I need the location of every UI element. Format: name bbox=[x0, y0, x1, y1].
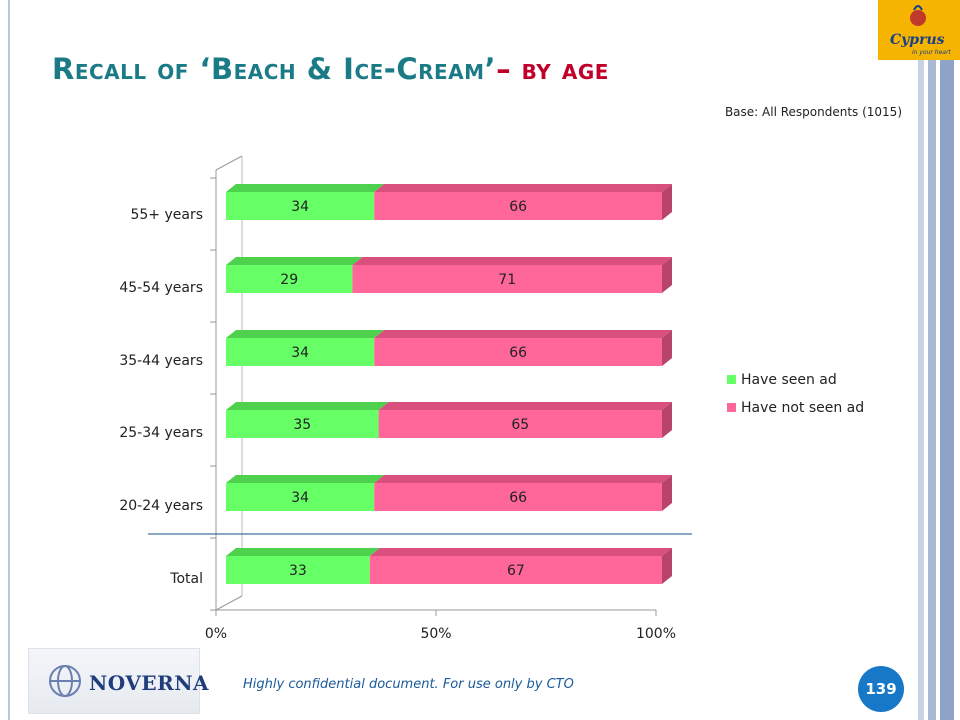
x-tick-label: 50% bbox=[420, 626, 451, 642]
cyprus-logo: Cyprus in your heart bbox=[878, 0, 960, 60]
bar-seen-top-face bbox=[226, 402, 389, 410]
data-label-seen: 35 bbox=[293, 417, 311, 433]
globe-icon bbox=[49, 665, 81, 697]
bar-side-face bbox=[662, 184, 672, 220]
bar-seen bbox=[226, 483, 375, 511]
bar-not-seen-top-face bbox=[374, 184, 672, 192]
bar-seen bbox=[226, 556, 370, 584]
bar-side-face bbox=[662, 548, 672, 584]
bar-seen bbox=[226, 338, 375, 366]
category-label: 20-24 years bbox=[119, 498, 203, 514]
noverna-logo-text: NOVERNA bbox=[89, 671, 210, 695]
footer-note: Highly confidential document. For use on… bbox=[243, 677, 574, 692]
bar-side-face bbox=[662, 402, 672, 438]
bar-seen-top-face bbox=[226, 548, 380, 556]
svg-text:Cyprus: Cyprus bbox=[890, 32, 945, 48]
page-number-badge: 139 bbox=[858, 666, 904, 712]
slide-title: Recall of ‘Beach & Ice-Cream’– by age bbox=[52, 52, 609, 86]
legend-swatch-not-seen bbox=[727, 403, 736, 412]
category-label: 35-44 years bbox=[119, 353, 203, 369]
bar-not-seen bbox=[369, 556, 662, 584]
category-label: 55+ years bbox=[130, 207, 203, 223]
data-label-not-seen: 65 bbox=[511, 417, 529, 433]
slide-title-main: Recall of ‘Beach & Ice-Cream’ bbox=[52, 52, 497, 86]
data-label-not-seen: 66 bbox=[509, 490, 527, 506]
left-border-rule bbox=[8, 0, 10, 720]
data-label-seen: 34 bbox=[291, 345, 309, 361]
right-border-band bbox=[940, 0, 954, 720]
bar-seen bbox=[226, 410, 379, 438]
noverna-logo: NOVERNA bbox=[28, 648, 209, 714]
right-border-band bbox=[918, 0, 924, 720]
data-label-not-seen: 66 bbox=[509, 345, 527, 361]
bar-not-seen-top-face bbox=[378, 402, 672, 410]
right-border-band bbox=[928, 0, 936, 720]
data-label-not-seen: 66 bbox=[509, 199, 527, 215]
bar-side-face bbox=[662, 257, 672, 293]
bar-side-face bbox=[662, 330, 672, 366]
category-label: 45-54 years bbox=[119, 280, 203, 296]
bar-side-face bbox=[662, 475, 672, 511]
axis-bottom-edge bbox=[215, 595, 243, 611]
base-note: Base: All Respondents (1015) bbox=[724, 105, 902, 119]
bar-seen bbox=[226, 265, 353, 293]
legend-swatch-seen bbox=[727, 375, 736, 384]
data-label-seen: 29 bbox=[280, 272, 298, 288]
x-tick-label: 100% bbox=[636, 626, 676, 642]
category-label: Total bbox=[169, 571, 203, 587]
bar-not-seen-top-face bbox=[374, 330, 672, 338]
bar-seen-top-face bbox=[226, 475, 385, 483]
axis-top-edge bbox=[215, 155, 243, 171]
data-label-not-seen: 71 bbox=[498, 272, 516, 288]
data-label-seen: 34 bbox=[291, 199, 309, 215]
data-label-seen: 33 bbox=[289, 563, 307, 579]
bar-not-seen bbox=[374, 338, 662, 366]
slide-title-accent: – by age bbox=[496, 52, 609, 86]
bar-not-seen bbox=[374, 192, 662, 220]
svg-text:in your heart: in your heart bbox=[912, 49, 951, 56]
bar-not-seen-top-face bbox=[352, 257, 672, 265]
data-label-seen: 34 bbox=[291, 490, 309, 506]
bar-seen-top-face bbox=[226, 257, 363, 265]
bar-not-seen bbox=[378, 410, 662, 438]
bar-not-seen-top-face bbox=[374, 475, 672, 483]
legend-label: Have not seen ad bbox=[741, 400, 864, 416]
bar-not-seen-top-face bbox=[369, 548, 672, 556]
category-label: 25-34 years bbox=[119, 425, 203, 441]
bar-not-seen bbox=[374, 483, 662, 511]
x-tick-label: 0% bbox=[205, 626, 227, 642]
bar-not-seen bbox=[352, 265, 662, 293]
bar-seen bbox=[226, 192, 375, 220]
bar-seen-top-face bbox=[226, 330, 385, 338]
data-label-not-seen: 67 bbox=[507, 563, 525, 579]
bar-seen-top-face bbox=[226, 184, 385, 192]
legend-label: Have seen ad bbox=[741, 372, 837, 388]
